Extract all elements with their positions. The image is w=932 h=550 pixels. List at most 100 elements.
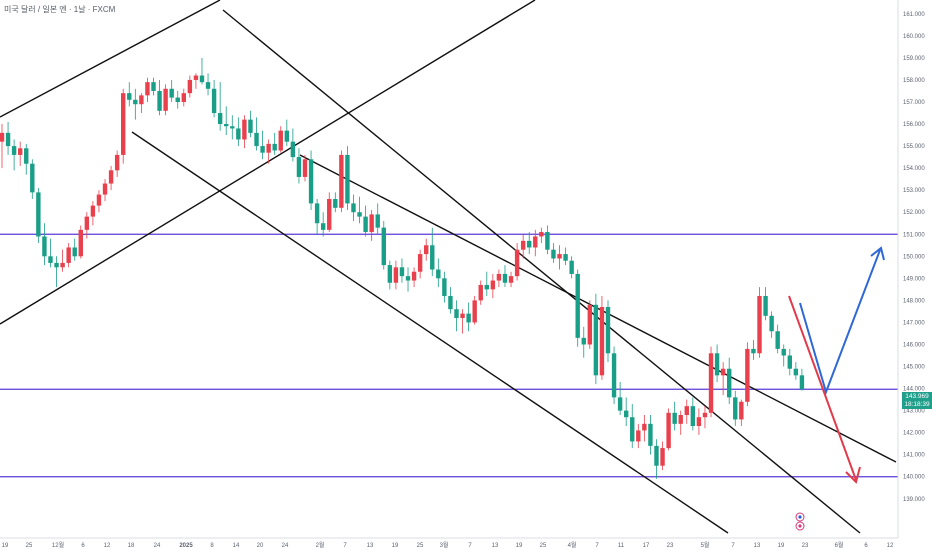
candle-body [363,216,368,233]
x-tick-label: 23 [802,543,809,549]
x-tick-label: 12 [887,543,894,549]
y-tick-label: 154.000 [903,166,925,172]
candle-body [199,75,205,83]
y-tick-label: 147.000 [903,320,925,326]
candle-body [745,348,750,402]
candle-body [702,412,708,418]
x-tick-label: 19 [778,543,785,549]
x-tick-label: 3월 [440,541,449,549]
candle-body [60,262,65,268]
x-tick-label: 25 [417,543,424,549]
candle-body [587,304,593,345]
candle-body [478,284,483,301]
bearish-arrowhead [845,466,861,484]
x-tick-label: 25 [540,543,547,549]
candle-body [48,256,53,263]
candle-body [127,93,132,100]
y-tick-label: 142.000 [903,431,925,437]
candle-body [224,124,229,127]
candle-body [333,198,338,208]
x-tick-label: 2025 [179,543,193,549]
x-tick-label: 19 [516,543,523,549]
candle-body [72,247,77,257]
candle-body [763,295,768,316]
y-tick-label: 156.000 [903,122,925,128]
candle-body [181,93,186,102]
candle-body [211,88,217,114]
y-tick-label: 153.000 [903,188,925,194]
y-tick-label: 145.000 [903,365,925,371]
x-tick-label: 18 [128,543,135,549]
candle-body [236,128,241,140]
candle-body [678,415,683,424]
x-tick-label: 7 [468,543,472,549]
candle-body [563,254,568,261]
candle-body [375,214,380,228]
candle-body [102,183,108,195]
x-tick-label: 13 [367,543,374,549]
x-tick-label: 5월 [701,541,710,549]
candle-body [636,430,641,442]
candle-body [163,88,168,111]
candle-body [581,337,586,345]
candle-body [551,249,556,259]
y-tick-label: 152.000 [903,210,925,216]
candle-body [454,309,459,319]
candle-body [623,410,629,418]
candle-body [424,245,429,255]
candle-body [520,240,526,250]
candle-body [466,313,471,323]
x-tick-label: 14 [233,543,240,549]
candle-body [42,236,47,257]
candle-body [666,412,671,449]
candle-body [387,265,393,283]
candle-body [514,249,520,277]
candle-body [242,119,247,140]
candle-body [496,273,502,281]
candle-body [108,170,114,184]
candle-body [11,146,17,155]
candle-body [569,260,574,274]
candle-body [575,273,580,338]
bullish-projection-arrow [799,249,881,396]
candle-body [36,192,41,237]
candle-body [442,278,447,296]
x-tick-label: 12 [104,543,111,549]
x-tick-label: 12월 [52,541,64,549]
candle-body [787,355,792,369]
candle-body [448,295,453,310]
x-tick-label: 25 [26,543,33,549]
candle-body [121,93,126,155]
candle-body [266,143,271,153]
candle-body [254,132,259,147]
candle-body [114,154,120,171]
candle-body [508,276,514,283]
candle-body [66,247,71,263]
candle-body [393,267,399,283]
candle-body [24,148,29,164]
x-tick-label: 24 [154,543,161,549]
trend-channel-line [0,0,221,118]
candle-body [739,401,744,420]
candle-body [369,214,374,233]
candle-body [714,353,720,376]
x-tick-label: 11 [618,543,625,549]
candle-body [260,146,265,153]
candle-body [78,229,83,257]
trend-channel-line [0,0,536,325]
candle-body [193,75,199,80]
candle-body [284,130,290,142]
candle-body [417,254,423,272]
candle-body [278,130,283,151]
candle-body [430,245,435,270]
candle-body [151,82,156,91]
x-tick-label: 19 [392,543,399,549]
x-tick-label: 6월 [835,541,844,549]
candle-body [272,143,277,151]
candle-body [720,368,726,376]
candle-body [599,306,605,376]
candle-body [642,423,647,431]
x-tick-label: 2월 [316,541,325,549]
chart-title: 미국 달러 / 일본 엔 · 1날 · FXCM [4,5,116,14]
